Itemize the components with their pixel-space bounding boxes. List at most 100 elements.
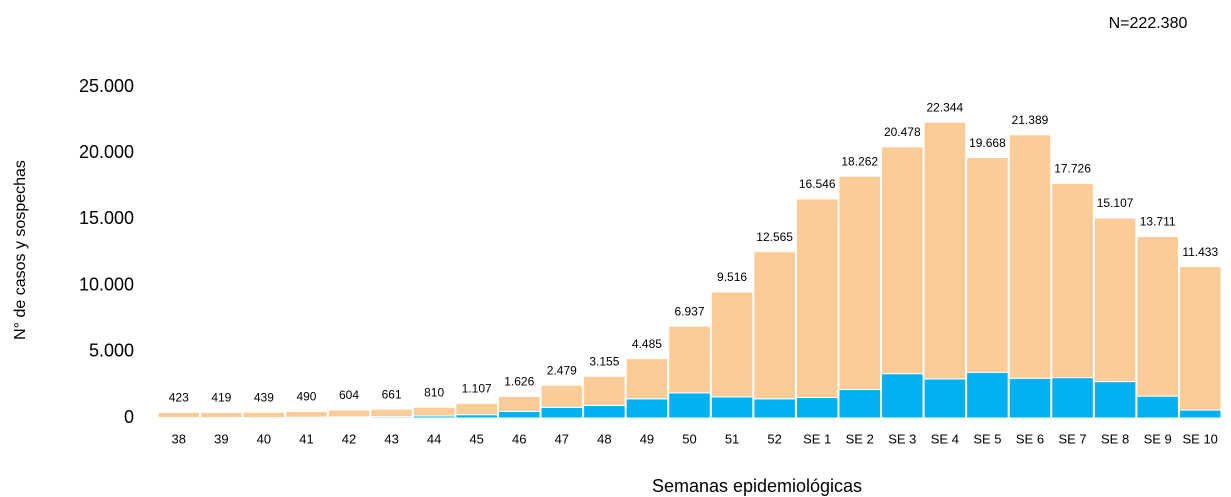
bar-segment xyxy=(285,411,328,418)
total-label: 3.155 xyxy=(589,354,619,368)
y-tick-label: 0 xyxy=(124,407,134,427)
x-tick-label: 38 xyxy=(172,431,186,446)
total-label: 4.485 xyxy=(632,337,662,351)
x-tick-label: SE 1 xyxy=(803,431,831,446)
bar-segment xyxy=(1178,266,1222,411)
x-tick-label: SE 8 xyxy=(1101,431,1129,446)
bar-segment xyxy=(1178,409,1222,419)
total-label: 490 xyxy=(296,390,316,404)
total-label: 423 xyxy=(169,391,189,405)
total-label: 604 xyxy=(339,388,359,402)
bar-segment xyxy=(1051,182,1094,379)
total-label: 6.937 xyxy=(674,304,704,318)
bar-segment xyxy=(881,146,924,375)
total-label: 15.107 xyxy=(1097,196,1134,210)
x-axis-label: Semanas epidemiológicas xyxy=(652,476,862,496)
x-tick-label: 45 xyxy=(469,431,483,446)
x-tick-label: 40 xyxy=(257,431,271,446)
x-tick-label: SE 9 xyxy=(1144,431,1172,446)
annotation: N=222.380 xyxy=(1109,15,1188,32)
bar-segment xyxy=(497,395,541,412)
total-label: 16.546 xyxy=(799,177,836,191)
bar-segment xyxy=(455,402,498,416)
bar-segment xyxy=(242,411,286,419)
bar-segment xyxy=(412,406,456,417)
x-tick-label: SE 7 xyxy=(1058,431,1086,446)
y-tick-label: 20.000 xyxy=(79,142,134,162)
total-label: 11.433 xyxy=(1182,245,1218,259)
total-label: 21.389 xyxy=(1012,113,1049,127)
bar-segment xyxy=(1008,134,1052,379)
y-tick-label: 15.000 xyxy=(79,208,134,228)
bar-segment xyxy=(583,375,626,406)
x-tick-label: 46 xyxy=(512,431,526,446)
x-tick-label: SE 3 xyxy=(888,431,916,446)
bar-segment xyxy=(1008,377,1052,419)
x-tick-label: 52 xyxy=(767,431,781,446)
bar-segment xyxy=(795,396,839,419)
bar-segment xyxy=(838,175,882,391)
bar-segment xyxy=(668,325,711,394)
x-tick-label: 49 xyxy=(640,431,654,446)
y-tick-label: 5.000 xyxy=(89,341,134,361)
total-label: 2.479 xyxy=(547,363,577,377)
x-tick-label: SE 6 xyxy=(1016,431,1044,446)
bar-segment xyxy=(370,408,413,418)
x-tick-label: 42 xyxy=(342,431,356,446)
bar-segment xyxy=(1093,381,1137,419)
bar-segment xyxy=(668,392,711,419)
total-label: 20.478 xyxy=(884,125,921,139)
total-label: 18.262 xyxy=(841,154,878,168)
y-axis-label: N° de casos y sospechas xyxy=(12,160,29,340)
bar-segment xyxy=(625,398,669,419)
y-tick-label: 10.000 xyxy=(79,274,134,294)
bar-segment xyxy=(795,198,839,398)
total-label: 1.626 xyxy=(504,375,534,389)
bar-segment xyxy=(923,378,967,419)
total-label: 13.711 xyxy=(1140,215,1176,229)
bar-segment xyxy=(540,406,584,419)
bar-segment xyxy=(838,389,882,419)
x-tick-label: 39 xyxy=(214,431,228,446)
bar-segment xyxy=(966,157,1009,373)
x-tick-label: 51 xyxy=(725,431,739,446)
x-tick-label: SE 2 xyxy=(846,431,874,446)
x-tick-label: 43 xyxy=(384,431,398,446)
bar-segment xyxy=(1136,395,1179,419)
total-label: 1.107 xyxy=(462,382,492,396)
total-label: 22.344 xyxy=(927,100,964,114)
bar-segment xyxy=(753,251,796,400)
bar-segment xyxy=(157,411,201,419)
bar-segment xyxy=(327,409,371,418)
x-tick-label: SE 4 xyxy=(931,431,959,446)
x-tick-label: 41 xyxy=(299,431,313,446)
bar-segment xyxy=(497,410,541,419)
bar-segment xyxy=(625,358,669,400)
x-tick-label: 48 xyxy=(597,431,611,446)
bar-segment xyxy=(200,411,243,419)
bar-segment xyxy=(540,384,584,408)
bar-segment xyxy=(753,398,796,419)
total-label: 12.565 xyxy=(756,230,793,244)
bar-segment xyxy=(583,404,626,419)
y-tick-label: 25.000 xyxy=(79,76,134,96)
bar-segment xyxy=(881,373,924,419)
bar-segment xyxy=(710,291,754,398)
x-tick-label: 44 xyxy=(427,431,441,446)
total-label: 19.668 xyxy=(969,136,1006,150)
total-label: 17.726 xyxy=(1054,161,1091,175)
total-label: 419 xyxy=(211,391,231,405)
bar-segment xyxy=(1093,217,1137,383)
bar-segment xyxy=(923,121,967,380)
bar-segment xyxy=(1051,377,1094,419)
bar-segment xyxy=(710,396,754,419)
x-tick-label: SE 10 xyxy=(1183,431,1218,446)
total-label: 9.516 xyxy=(717,270,747,284)
total-label: 661 xyxy=(382,387,402,401)
x-tick-label: 47 xyxy=(555,431,569,446)
x-tick-label: 50 xyxy=(682,431,696,446)
bar-segment xyxy=(1136,235,1179,397)
x-tick-label: SE 5 xyxy=(973,431,1001,446)
total-label: 439 xyxy=(254,390,274,404)
